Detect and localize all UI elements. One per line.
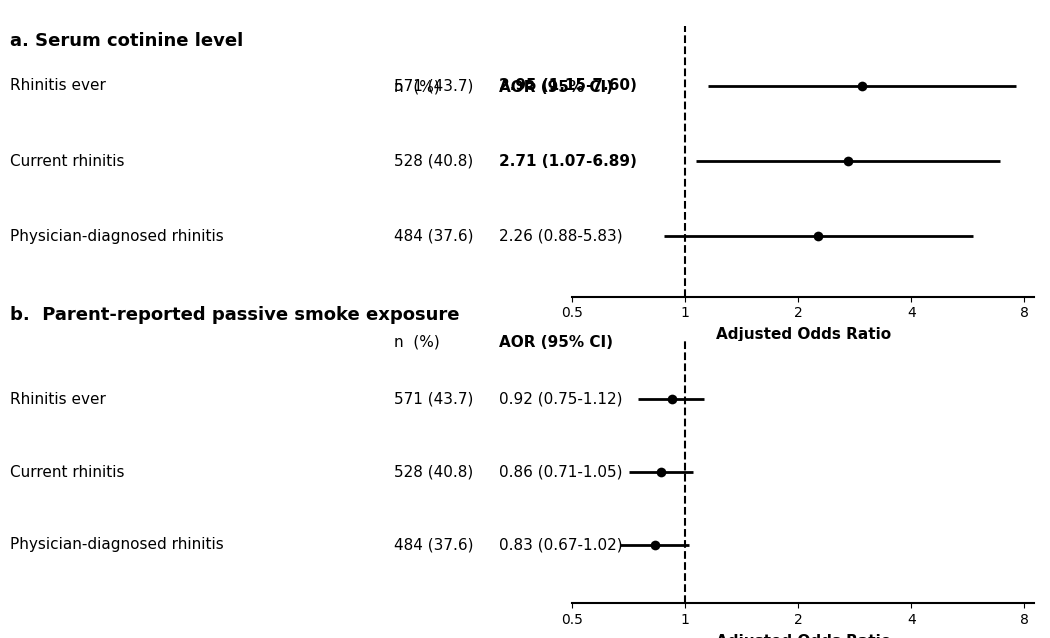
Text: 2.95 (1.15-7.60): 2.95 (1.15-7.60) (499, 78, 636, 93)
Text: 528 (40.8): 528 (40.8) (394, 464, 472, 480)
Text: 2.26 (0.88-5.83): 2.26 (0.88-5.83) (499, 229, 623, 244)
Text: n  (%): n (%) (394, 80, 440, 95)
Text: 2.71 (1.07-6.89): 2.71 (1.07-6.89) (499, 154, 636, 168)
Text: 571 (43.7): 571 (43.7) (394, 78, 474, 93)
Text: b.  Parent-reported passive smoke exposure: b. Parent-reported passive smoke exposur… (10, 306, 460, 324)
X-axis label: Adjusted Odds Ratio: Adjusted Odds Ratio (716, 327, 890, 343)
Text: AOR (95% CI): AOR (95% CI) (499, 335, 613, 350)
Text: a. Serum cotinine level: a. Serum cotinine level (10, 32, 244, 50)
Text: AOR (95% CI): AOR (95% CI) (499, 80, 613, 95)
Text: 0.86 (0.71-1.05): 0.86 (0.71-1.05) (499, 464, 623, 480)
Text: Rhinitis ever: Rhinitis ever (10, 392, 106, 407)
Text: 484 (37.6): 484 (37.6) (394, 537, 474, 553)
Text: 528 (40.8): 528 (40.8) (394, 154, 472, 168)
Text: 484 (37.6): 484 (37.6) (394, 229, 474, 244)
Text: Physician-diagnosed rhinitis: Physician-diagnosed rhinitis (10, 537, 225, 553)
X-axis label: Adjusted Odds Ratio: Adjusted Odds Ratio (716, 634, 890, 638)
Text: Physician-diagnosed rhinitis: Physician-diagnosed rhinitis (10, 229, 225, 244)
Text: Rhinitis ever: Rhinitis ever (10, 78, 106, 93)
Text: Current rhinitis: Current rhinitis (10, 464, 125, 480)
Text: 0.92 (0.75-1.12): 0.92 (0.75-1.12) (499, 392, 623, 407)
Text: 0.83 (0.67-1.02): 0.83 (0.67-1.02) (499, 537, 623, 553)
Text: 571 (43.7): 571 (43.7) (394, 392, 474, 407)
Text: n  (%): n (%) (394, 335, 440, 350)
Text: Current rhinitis: Current rhinitis (10, 154, 125, 168)
